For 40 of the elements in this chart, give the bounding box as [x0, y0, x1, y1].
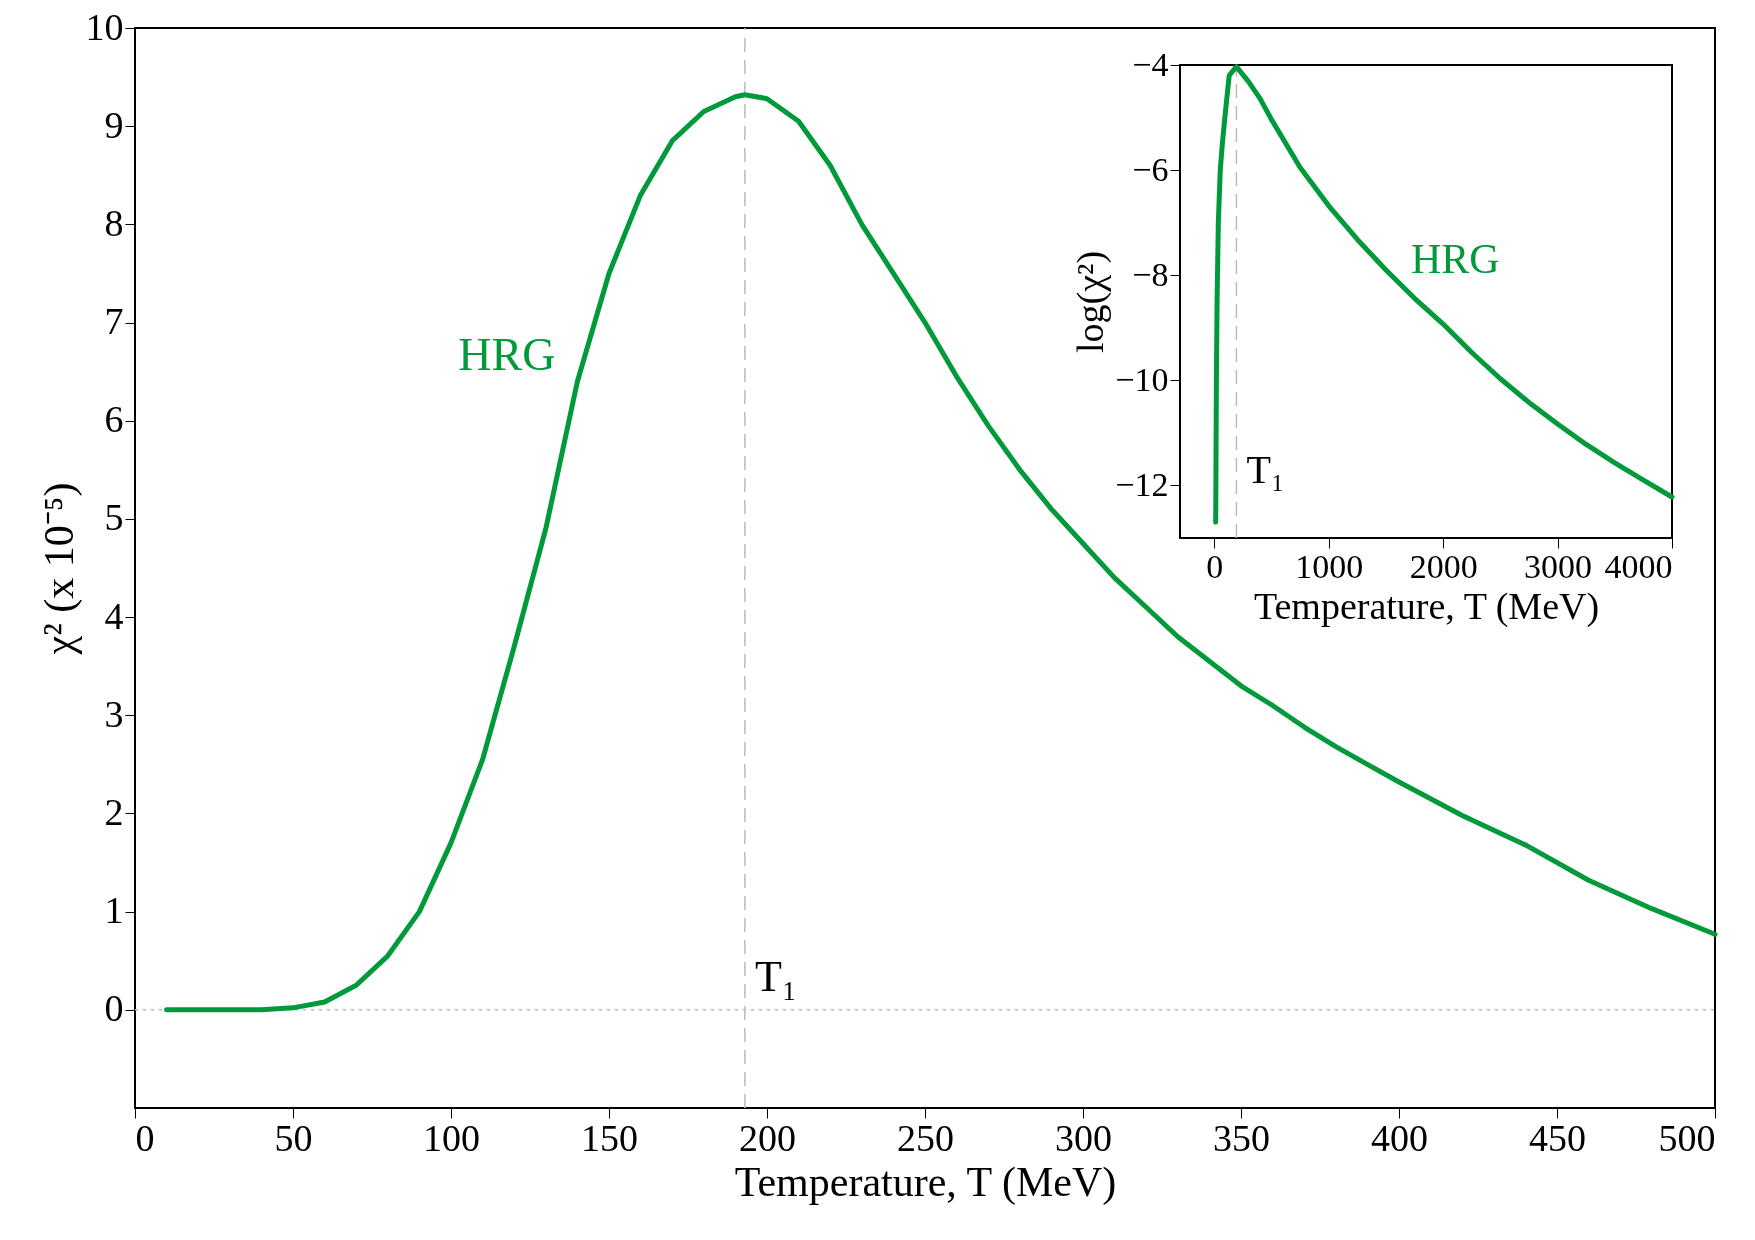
y-tick-label: 0	[104, 987, 124, 1030]
x-tick-label: 2000	[1409, 547, 1478, 585]
x-tick-label: 0	[1206, 547, 1224, 585]
series-label: HRG	[458, 329, 556, 381]
y-tick-label: 8	[104, 201, 124, 244]
y-tick-label: 5	[104, 496, 124, 539]
x-tick-label: 0	[135, 1116, 155, 1159]
y-tick-label: 4	[104, 594, 124, 637]
y-tick-label: 9	[104, 103, 124, 146]
y-axis-title: log(χ²)	[1069, 250, 1113, 354]
y-tick-label: −8	[1132, 255, 1169, 293]
x-tick-label: 500	[1658, 1116, 1716, 1159]
x-axis-title: Temperature, T (MeV)	[734, 1158, 1117, 1206]
y-tick-label: 3	[104, 692, 124, 735]
x-tick-label: 300	[1055, 1116, 1112, 1159]
series-label: HRG	[1410, 235, 1500, 282]
ref-line-label: T₁	[754, 952, 798, 1001]
y-tick-label: 10	[85, 5, 124, 48]
x-axis-title: Temperature, T (MeV)	[1253, 584, 1600, 628]
y-tick-label: −10	[1115, 360, 1169, 398]
x-tick-label: 200	[739, 1116, 796, 1159]
y-tick-label: −4	[1132, 45, 1169, 83]
x-tick-label: 100	[423, 1116, 480, 1159]
y-tick-label: 6	[104, 398, 124, 441]
y-tick-label: −6	[1132, 150, 1169, 188]
x-tick-label: 350	[1213, 1116, 1270, 1159]
x-tick-label: 250	[897, 1116, 954, 1159]
x-tick-label: 3000	[1524, 547, 1593, 585]
y-tick-label: 7	[104, 300, 124, 343]
y-axis-title: χ² (x 10⁻⁵)	[35, 482, 83, 656]
y-tick-label: 1	[104, 889, 124, 932]
y-tick-label: −12	[1115, 465, 1169, 503]
ref-line-label: T₁	[1246, 446, 1285, 492]
x-tick-label: 50	[274, 1116, 313, 1159]
x-tick-label: 400	[1371, 1116, 1428, 1159]
x-tick-label: 150	[581, 1116, 638, 1159]
x-tick-label: 4000	[1604, 547, 1673, 585]
x-tick-label: 450	[1529, 1116, 1586, 1159]
x-tick-label: 1000	[1295, 547, 1364, 585]
y-tick-label: 2	[104, 790, 124, 833]
